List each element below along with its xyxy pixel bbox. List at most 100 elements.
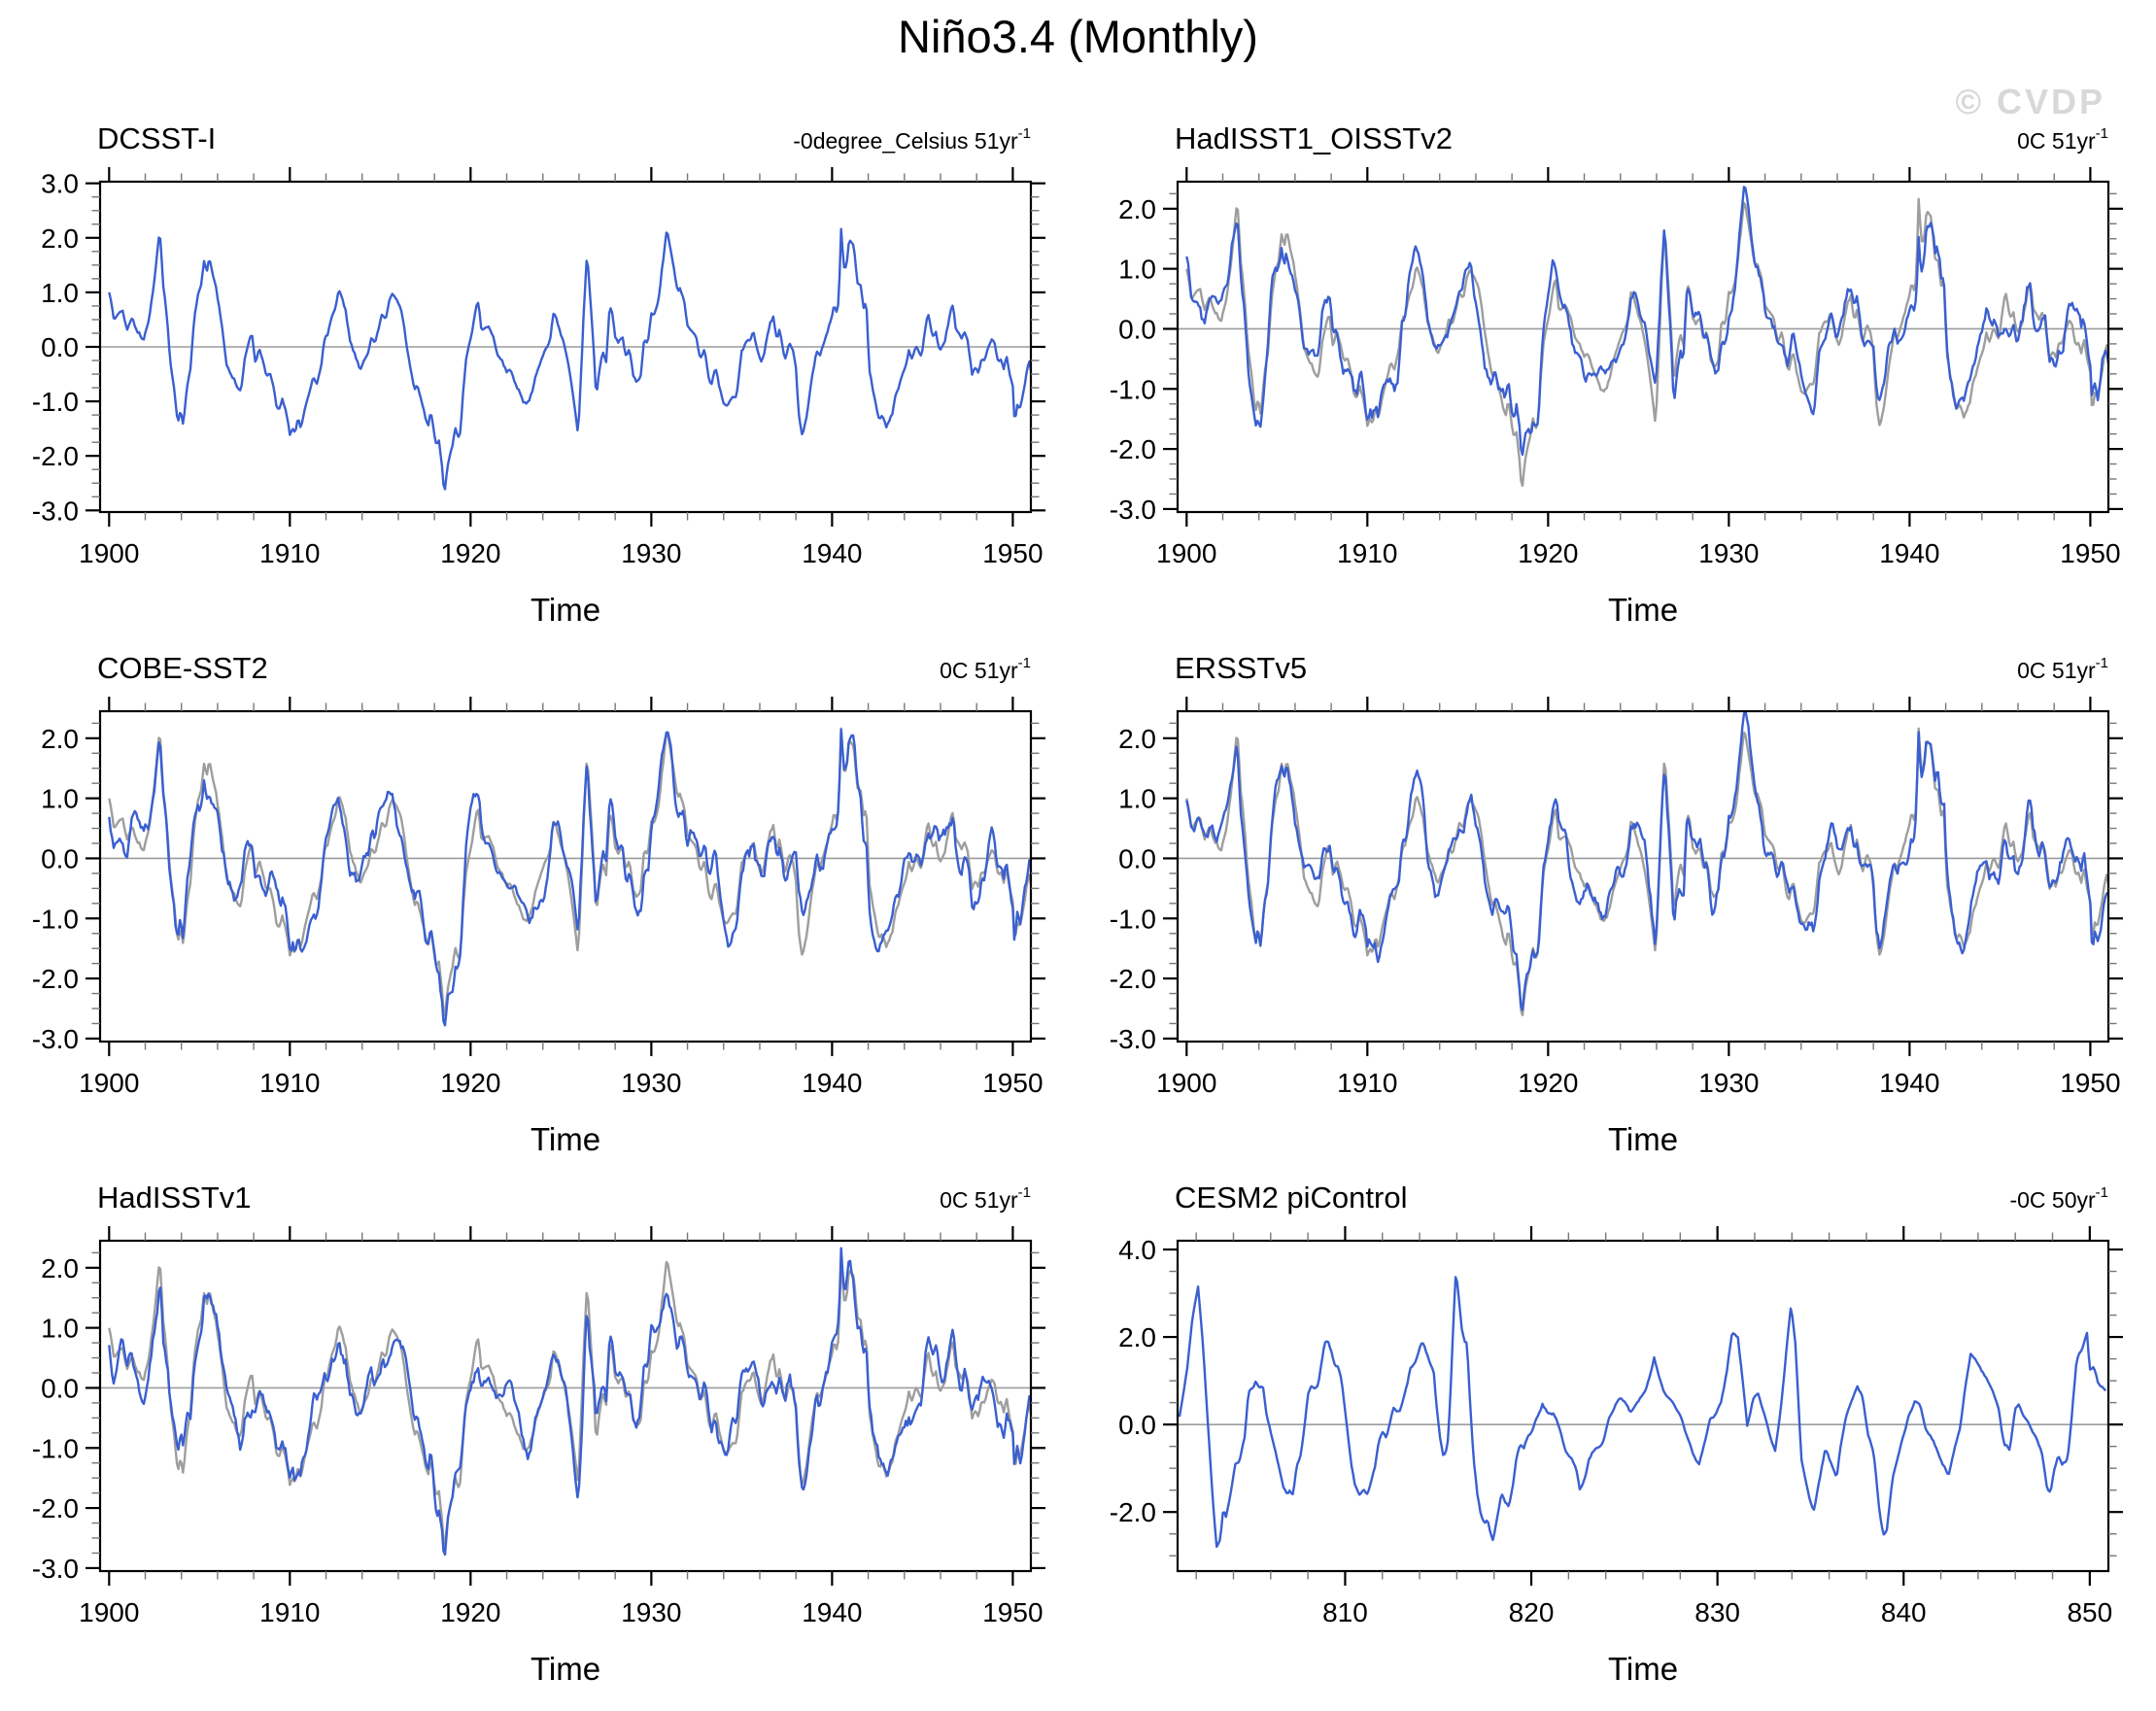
- series-primary: [108, 227, 1031, 491]
- y-tick-label: 2.0: [1118, 194, 1156, 224]
- y-tick-label: -1.0: [1110, 374, 1156, 404]
- series-primary: [1178, 1276, 2107, 1549]
- y-tick-label: -2.0: [32, 441, 79, 471]
- y-tick-label: 4.0: [1118, 1235, 1156, 1265]
- series-primary: [1185, 711, 2108, 1011]
- y-tick-label: -2.0: [32, 1493, 79, 1523]
- series-primary: [108, 1247, 1031, 1557]
- x-tick-label: 1900: [1156, 538, 1216, 568]
- x-tick-label: 1900: [79, 538, 139, 568]
- y-tick-label: 0.0: [1118, 314, 1156, 344]
- series-primary: [108, 728, 1031, 1027]
- x-tick-label: 850: [2067, 1597, 2112, 1627]
- panel-units-annotation: 0C 51yr-1: [2017, 125, 2108, 154]
- x-tick-label: 1940: [1879, 1068, 1939, 1098]
- series-reference: [108, 727, 1031, 1017]
- plot-frame: [98, 1239, 1033, 1573]
- y-tick-label: 1.0: [41, 784, 79, 814]
- y-tick-label: 2.0: [41, 223, 79, 254]
- y-tick-label: -3.0: [1110, 495, 1156, 525]
- y-tick-label: 0.0: [41, 843, 79, 873]
- x-tick-label: 1920: [1518, 538, 1578, 568]
- y-tick-label: -1.0: [32, 1433, 79, 1463]
- y-tick-label: -2.0: [1110, 434, 1156, 464]
- x-tick-label: 1910: [259, 1597, 320, 1627]
- panel-units-annotation: -0degree_Celsius 51yr-1: [793, 125, 1031, 154]
- x-tick-label: 1910: [1337, 538, 1397, 568]
- x-tick-label: 1920: [1518, 1068, 1578, 1098]
- panel-dcsst-i: DCSST-I -0degree_Celsius 51yr-1 1900 1910 19…: [32, 121, 1045, 622]
- x-tick-label: 1910: [259, 1068, 320, 1098]
- panel-title: COBE-SST2: [97, 651, 268, 685]
- x-tick-label: 1950: [982, 538, 1043, 568]
- plot-frame: [1176, 709, 2110, 1044]
- x-tick-label: 1950: [982, 1068, 1043, 1098]
- x-axis-title: Time: [530, 1651, 600, 1687]
- y-tick-label: 2.0: [1118, 1322, 1156, 1352]
- x-tick-label: 830: [1694, 1597, 1740, 1627]
- y-tick-label: -1.0: [32, 904, 79, 934]
- panel-units-annotation: -0C 50yr-1: [2009, 1184, 2108, 1213]
- plot-frame: [1176, 180, 2110, 514]
- x-tick-label: 840: [1881, 1597, 1927, 1627]
- y-tick-label: 1.0: [1118, 255, 1156, 285]
- x-tick-label: 1930: [621, 1597, 681, 1627]
- y-tick-label: 3.0: [41, 169, 79, 199]
- y-tick-label: -3.0: [32, 1554, 79, 1584]
- y-tick-label: -3.0: [32, 496, 79, 526]
- y-tick-label: 1.0: [41, 278, 79, 308]
- y-tick-label: -2.0: [1110, 1497, 1156, 1527]
- x-axis-title: Time: [530, 1121, 600, 1151]
- x-axis-title: Time: [1608, 592, 1678, 622]
- x-tick-label: 1950: [982, 1597, 1043, 1627]
- y-tick-label: 2.0: [1118, 724, 1156, 754]
- panel-ersstv5: ERSSTv5 0C 51yr-1 1900 1910 1920 1930 1940 1950…: [1110, 651, 2123, 1151]
- y-tick-label: 0.0: [1118, 1410, 1156, 1440]
- x-tick-label: 1940: [1879, 538, 1939, 568]
- plot-frame: [98, 709, 1033, 1044]
- x-tick-label: 1900: [79, 1068, 139, 1098]
- x-tick-label: 1930: [1698, 1068, 1759, 1098]
- x-tick-label: 1910: [1337, 1068, 1397, 1098]
- panel-hadisst1-oisstv2: HadISST1_OISSTv2 0C 51yr-1 1900 1910 1920 193…: [1110, 121, 2123, 622]
- x-tick-label: 820: [1509, 1597, 1555, 1627]
- x-tick-label: 1920: [440, 538, 500, 568]
- x-axis-title: Time: [1608, 1651, 1678, 1687]
- x-tick-label: 1930: [621, 1068, 681, 1098]
- x-axis-title: Time: [530, 592, 600, 622]
- y-tick-label: 0.0: [41, 1373, 79, 1403]
- y-tick-label: -1.0: [1110, 904, 1156, 934]
- y-tick-label: 2.0: [41, 1253, 79, 1283]
- y-tick-label: 0.0: [41, 332, 79, 362]
- y-tick-label: -2.0: [32, 964, 79, 994]
- x-tick-label: 1940: [802, 1068, 862, 1098]
- x-tick-label: 1940: [802, 538, 862, 568]
- panel-title: CESM2 piControl: [1175, 1181, 1407, 1215]
- x-tick-label: 1920: [440, 1068, 500, 1098]
- x-tick-label: 1910: [259, 538, 320, 568]
- panel-title: HadISST1_OISSTv2: [1175, 121, 1453, 155]
- y-tick-label: -3.0: [32, 1024, 79, 1054]
- y-tick-label: -1.0: [32, 387, 79, 417]
- plot-frame: [1176, 1239, 2110, 1573]
- y-tick-label: -3.0: [1110, 1024, 1156, 1054]
- x-tick-label: 1950: [2060, 538, 2120, 568]
- y-tick-label: -2.0: [1110, 964, 1156, 994]
- x-axis-title: Time: [1608, 1121, 1678, 1151]
- x-tick-label: 1900: [1156, 1068, 1216, 1098]
- x-tick-label: 1930: [621, 538, 681, 568]
- x-tick-label: 810: [1322, 1597, 1368, 1627]
- panel-units-annotation: 0C 51yr-1: [940, 1184, 1031, 1213]
- panel-hadisstv1: HadISSTv1 0C 51yr-1 1900 1910 1920 1930 1940 19…: [32, 1181, 1045, 1687]
- y-tick-label: 1.0: [41, 1314, 79, 1344]
- y-tick-label: 0.0: [1118, 843, 1156, 873]
- x-tick-label: 1950: [2060, 1068, 2120, 1098]
- x-tick-label: 1920: [440, 1597, 500, 1627]
- panel-title: DCSST-I: [97, 121, 216, 155]
- x-tick-label: 1940: [802, 1597, 862, 1627]
- panel-units-annotation: 0C 51yr-1: [940, 655, 1031, 683]
- figure-title: Niño3.4 (Monthly): [898, 11, 1258, 62]
- cvdp-watermark: © CVDP: [1955, 82, 2105, 121]
- series-reference: [108, 1256, 1031, 1547]
- y-tick-label: 2.0: [41, 724, 79, 754]
